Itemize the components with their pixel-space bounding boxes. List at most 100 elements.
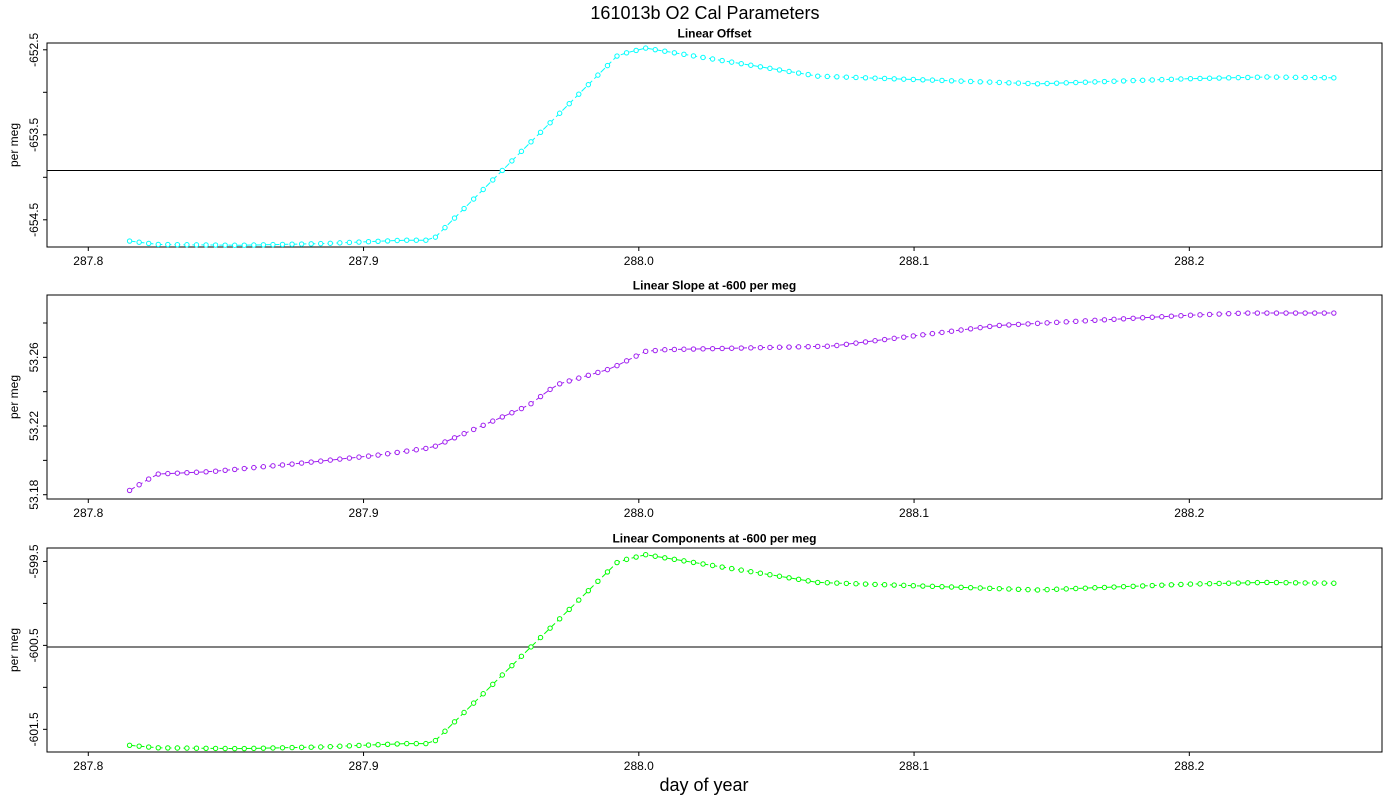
- data-point: [518, 405, 525, 412]
- data-point: [700, 346, 706, 352]
- data-point: [929, 77, 936, 83]
- panel-title: Linear Offset: [677, 27, 751, 41]
- data-point: [948, 78, 955, 84]
- x-tick-label: 287.9: [349, 506, 379, 520]
- data-point: [901, 334, 907, 340]
- data-point: [566, 606, 572, 613]
- data-point: [1159, 314, 1165, 320]
- panel-linear-components: Linear Components at -600 per meg per me…: [7, 532, 1383, 773]
- data-point: [843, 341, 850, 348]
- data-point: [681, 558, 687, 564]
- data-point: [1044, 80, 1050, 87]
- data-point: [872, 581, 878, 588]
- data-point: [289, 241, 295, 247]
- data-point: [1111, 78, 1117, 84]
- data-point: [948, 328, 955, 334]
- data-point: [222, 467, 228, 474]
- data-point: [1130, 315, 1136, 321]
- data-point: [1120, 583, 1127, 590]
- data-point: [805, 578, 811, 584]
- data-point: [518, 653, 525, 659]
- y-axis-label: per meg: [7, 628, 21, 672]
- data-point: [470, 700, 477, 706]
- data-point: [279, 462, 286, 468]
- data-point: [432, 234, 439, 240]
- data-point: [604, 569, 611, 575]
- data-point: [518, 148, 525, 155]
- y-tick-label: -653.5: [27, 117, 41, 151]
- data-point: [145, 240, 152, 247]
- data-point: [1216, 311, 1222, 317]
- data-point: [1025, 586, 1031, 593]
- data-point: [270, 241, 276, 248]
- data-point: [174, 745, 181, 751]
- data-point: [1206, 580, 1213, 587]
- data-point: [1063, 80, 1069, 86]
- data-point: [709, 345, 716, 352]
- data-point: [260, 242, 267, 248]
- data-point: [432, 737, 439, 744]
- data-point: [1139, 583, 1146, 589]
- data-point: [126, 742, 133, 748]
- data-point: [729, 565, 735, 572]
- data-point: [853, 340, 859, 346]
- data-point: [404, 237, 410, 243]
- data-point: [958, 78, 964, 84]
- data-point: [384, 238, 391, 244]
- data-point: [738, 345, 744, 351]
- data-point: [662, 347, 668, 353]
- data-point: [461, 430, 467, 437]
- data-point: [318, 458, 324, 464]
- x-tick-label: 287.8: [73, 506, 103, 520]
- data-point: [298, 744, 305, 751]
- data-point: [136, 743, 142, 749]
- data-point: [815, 579, 821, 586]
- data-point: [690, 559, 697, 566]
- data-point: [346, 743, 353, 749]
- data-point: [881, 75, 888, 82]
- data-point: [365, 239, 372, 245]
- data-point: [1197, 581, 1203, 587]
- data-point: [795, 344, 802, 350]
- data-point: [251, 464, 257, 471]
- data-point: [346, 455, 353, 461]
- x-tick-label: 288.0: [624, 506, 654, 520]
- data-point: [709, 562, 716, 569]
- data-point: [1312, 74, 1318, 81]
- data-point: [977, 324, 983, 331]
- data-point: [1273, 579, 1280, 586]
- data-point: [375, 238, 381, 245]
- data-point: [566, 378, 572, 384]
- data-point: [1034, 587, 1041, 593]
- y-tick-label: -600.5: [27, 628, 41, 662]
- data-point: [652, 347, 658, 354]
- data-point: [910, 583, 916, 589]
- data-point: [815, 73, 821, 79]
- data-point: [662, 48, 668, 54]
- data-point: [901, 582, 907, 589]
- data-point: [834, 580, 840, 586]
- data-point: [241, 465, 247, 472]
- y-tick-label: -652.5: [27, 32, 41, 66]
- data-point: [1006, 586, 1012, 592]
- data-point: [1197, 75, 1203, 82]
- data-point: [1292, 74, 1299, 81]
- data-point: [1053, 80, 1060, 86]
- data-point: [356, 239, 362, 245]
- data-point: [929, 330, 936, 337]
- data-point: [470, 426, 477, 433]
- data-point: [1073, 585, 1079, 592]
- data-point: [1139, 77, 1146, 83]
- data-point: [1159, 582, 1165, 588]
- data-point: [1092, 317, 1098, 324]
- data-point: [1168, 582, 1175, 588]
- data-point: [881, 582, 888, 588]
- data-point: [423, 445, 429, 452]
- data-point: [193, 242, 200, 248]
- x-axis-label: day of year: [659, 775, 748, 795]
- data-point: [642, 552, 649, 558]
- data-point: [308, 241, 314, 247]
- data-point: [1168, 313, 1175, 319]
- panel-linear-slope: Linear Slope at -600 per meg per meg 287…: [7, 279, 1383, 520]
- data-point: [1302, 580, 1308, 586]
